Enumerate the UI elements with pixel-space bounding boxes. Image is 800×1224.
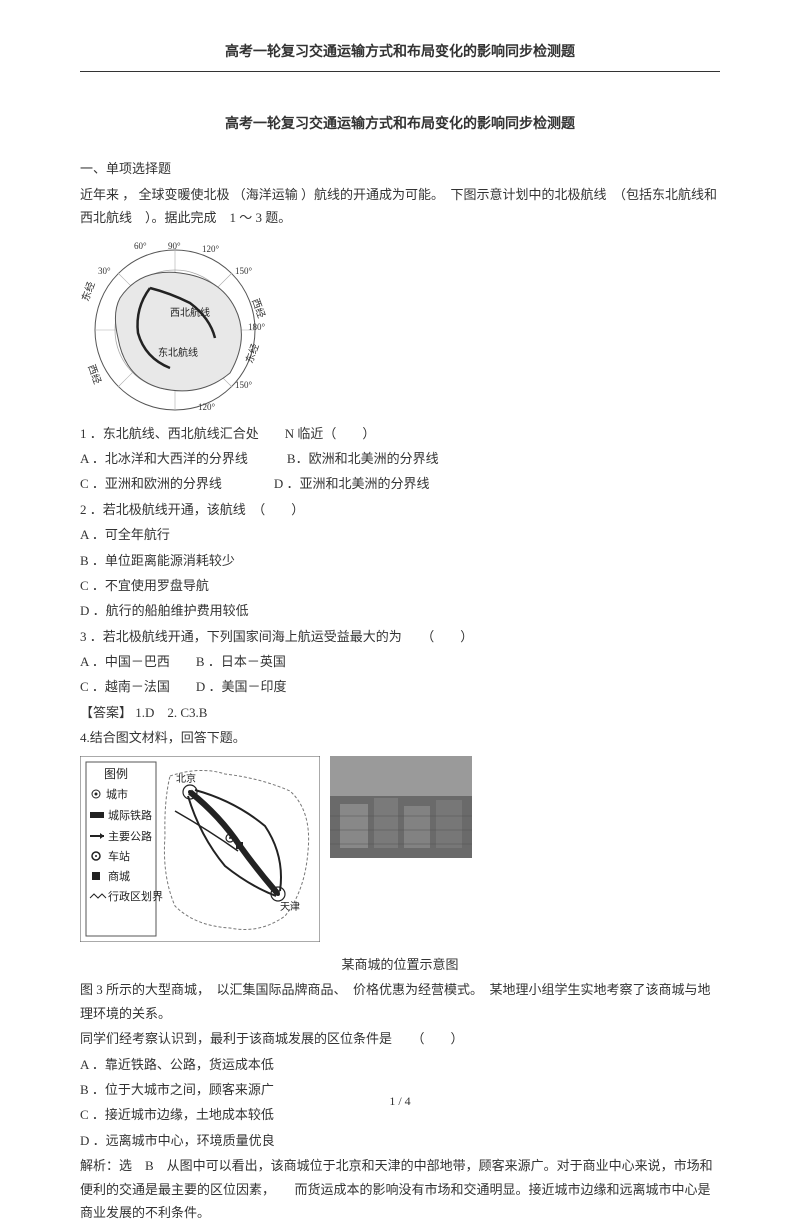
svg-text:150°: 150° <box>235 266 253 276</box>
figure-2-container: 图例 城市 城际铁路 主要公路 车站 商城 行政区划界 北京 天津 <box>80 756 720 949</box>
page-header-title: 高考一轮复习交通运输方式和布局变化的影响同步检测题 <box>80 40 720 72</box>
q3-options-line2: C ．越南－法国 D ．美国－印度 <box>80 675 720 698</box>
svg-text:主要公路: 主要公路 <box>108 830 152 843</box>
svg-text:180°: 180° <box>248 322 266 332</box>
q2-option-a: A ．可全年航行 <box>80 523 720 546</box>
q4-para-1: 图 3 所示的大型商城， 以汇集国际品牌商品、 价格优惠为经营模式。 某地理小组… <box>80 978 720 1025</box>
svg-text:60°: 60° <box>134 241 147 251</box>
q2-option-c: C ．不宜使用罗盘导航 <box>80 574 720 597</box>
svg-text:商城: 商城 <box>108 869 130 883</box>
q2-option-d: D ．航行的船舶维护费用较低 <box>80 599 720 622</box>
page-footer: 1 / 4 <box>0 1091 800 1113</box>
figure-2-map: 图例 城市 城际铁路 主要公路 车站 商城 行政区划界 北京 天津 <box>80 756 320 949</box>
q4-para-2: 同学们经考察认识到，最利于该商城发展的区位条件是 （ ） <box>80 1027 720 1050</box>
intro-paragraph: 近年来 ， 全球变暖使北极 （海洋运输 ）航线的开通成为可能。 下图示意计划中的… <box>80 183 720 230</box>
svg-text:150°: 150° <box>235 380 253 390</box>
section-1-header: 一、单项选择题 <box>80 157 720 180</box>
figure-1-arctic-map: 西北航线 东北航线 60° 90° 120° 150° 180° 150° 12… <box>80 238 720 414</box>
svg-text:30°: 30° <box>98 266 111 276</box>
q1-options-line1: A ．北冰洋和大西洋的分界线 B．欧洲和北美洲的分界线 <box>80 447 720 470</box>
svg-text:120°: 120° <box>202 244 220 254</box>
q4-analysis: 解析：选 B 从图中可以看出，该商城位于北京和天津的中部地带，顾客来源广。对于商… <box>80 1154 720 1224</box>
svg-text:行政区划界: 行政区划界 <box>108 889 163 903</box>
svg-text:西北航线: 西北航线 <box>170 306 210 319</box>
svg-text:城际铁路: 城际铁路 <box>108 809 152 822</box>
answers-1-3: 【答案】 1.D 2. C3.B <box>80 701 720 724</box>
svg-text:图例: 图例 <box>104 767 128 781</box>
q4-intro: 4.结合图文材料，回答下题。 <box>80 726 720 749</box>
svg-text:90°: 90° <box>168 241 181 251</box>
svg-text:东北航线: 东北航线 <box>158 346 198 359</box>
svg-text:车站: 车站 <box>108 849 130 863</box>
figure-2-photo <box>330 756 472 865</box>
q2-stem: 2 ．若北极航线开通，该航线 （ ） <box>80 498 720 521</box>
q3-stem: 3 ．若北极航线开通，下列国家间海上航运受益最大的为 （ ） <box>80 625 720 648</box>
q3-options-line1: A ．中国－巴西 B ．日本－英国 <box>80 650 720 673</box>
q4-option-d: D ．远离城市中心，环境质量优良 <box>80 1129 720 1152</box>
svg-text:北京: 北京 <box>176 772 196 785</box>
svg-text:120°: 120° <box>198 402 216 412</box>
q1-stem: 1 ．东北航线、西北航线汇合处 N 临近（ ） <box>80 422 720 445</box>
svg-text:天津: 天津 <box>280 901 300 913</box>
q2-option-b: B ．单位距离能源消耗较少 <box>80 549 720 572</box>
figure-2-caption: 某商城的位置示意图 <box>80 953 720 976</box>
q1-options-line2: C ．亚洲和欧洲的分界线 D ．亚洲和北美洲的分界线 <box>80 472 720 495</box>
svg-text:城市: 城市 <box>106 787 128 801</box>
document-main-title: 高考一轮复习交通运输方式和布局变化的影响同步检测题 <box>80 112 720 137</box>
q4-option-a: A ．靠近铁路、公路，货运成本低 <box>80 1053 720 1076</box>
